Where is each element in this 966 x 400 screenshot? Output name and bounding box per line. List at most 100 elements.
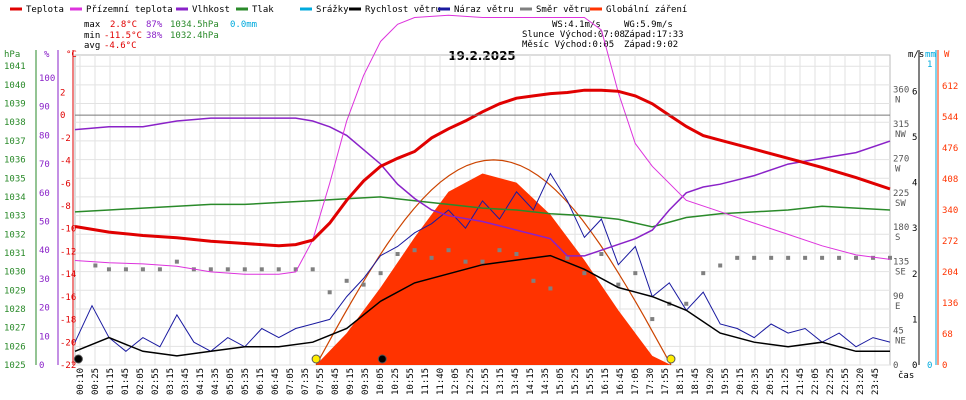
dir-tick-label: 225	[893, 189, 909, 199]
dir-tick-label: 0	[893, 361, 898, 371]
x-tick-label: 19:20	[706, 368, 716, 395]
temp-tick-label: -12	[60, 247, 76, 257]
ground-temp-line	[74, 14, 891, 275]
wind-speed-line	[74, 254, 890, 357]
x-tick-label: 18:45	[691, 368, 701, 395]
wm-tick-label: 340	[942, 206, 958, 216]
x-tick-label: 02:55	[151, 368, 161, 395]
x-tick-label: 02:05	[136, 368, 146, 395]
wind-dir-point	[327, 290, 332, 295]
wind-dir-point	[565, 255, 570, 260]
x-tick-label: 15:55	[586, 368, 596, 395]
dir-tick-label: 315	[893, 120, 909, 130]
x-tick-label: 14:15	[526, 368, 536, 395]
wind-dir-point	[463, 259, 468, 264]
dir-name-label: E	[895, 302, 900, 312]
hpa-tick-label: 1035	[4, 174, 26, 184]
pct-tick-label: 70	[39, 160, 50, 170]
info-ws: WS:4.1m/s	[552, 20, 601, 30]
wind-dir-point	[378, 271, 383, 276]
wind-dir-point	[395, 252, 400, 257]
x-axis-unit: čas	[898, 370, 914, 381]
x-tick-label: 14:35	[541, 368, 551, 395]
info-wg: WG:5.9m/s	[624, 20, 673, 30]
x-tick-label: 01:15	[106, 368, 116, 395]
mm-axis-title: mm	[925, 50, 936, 60]
pct-tick-label: 100	[39, 74, 55, 84]
temp-tick-label: -16	[60, 293, 76, 303]
temp-tick-label: -22	[60, 361, 76, 371]
x-tick-label: 23:45	[871, 368, 881, 395]
hpa-tick-label: 1025	[4, 361, 26, 371]
legend-label-6: Náraz větru	[454, 5, 514, 15]
wind-dir-point	[820, 255, 825, 260]
pct-tick-label: 30	[39, 275, 50, 285]
x-tick-label: 00:10	[76, 368, 86, 395]
wind-dir-point	[888, 255, 892, 260]
hpa-tick-label: 1038	[4, 118, 26, 128]
wind-dir-point	[616, 282, 621, 287]
dir-tick-label: 90	[893, 292, 904, 302]
x-tick-label: 16:15	[601, 368, 611, 395]
x-tick-label: 22:25	[826, 368, 836, 395]
sun-moon-info: WS:4.1m/s WG:5.9m/s Slunce Východ:07:08 …	[522, 20, 684, 50]
wm-axis-title: W	[944, 50, 950, 60]
hpa-tick-label: 1034	[4, 193, 26, 203]
chart-title: 19.2.2025	[448, 49, 516, 63]
x-tick-label: 11:40	[436, 368, 446, 395]
dir-name-label: N	[895, 95, 900, 105]
dir-name-label: W	[895, 164, 901, 174]
ms-tick-label: 6	[912, 87, 917, 97]
stats-panel: max 2.8°C 87% 1034.5hPa 0.0mm min -11.5°…	[84, 20, 257, 51]
temp-tick-label: -18	[60, 316, 76, 326]
ms-tick-label: 0	[912, 361, 917, 371]
hpa-axis-title: hPa	[4, 50, 20, 60]
wind-dir-point	[497, 248, 502, 253]
dir-name-label: SE	[895, 268, 906, 278]
x-tick-label: 03:45	[181, 368, 191, 395]
x-tick-label: 22:55	[841, 368, 851, 395]
wind-dir-point	[310, 267, 315, 272]
temp-axis-title: °C	[66, 50, 77, 60]
wind-dir-point	[769, 255, 774, 260]
temperature-line	[74, 88, 891, 248]
pct-tick-label: 90	[39, 103, 50, 113]
wind-dir-point	[786, 255, 791, 260]
x-tick-label: 10:25	[391, 368, 401, 395]
wind-dir-point	[803, 255, 808, 260]
legend-label-1: Přízemní teplota	[86, 5, 173, 15]
wind-dir-point	[174, 259, 179, 264]
info-moonset: Západ:9:02	[624, 40, 678, 50]
pct-tick-label: 60	[39, 189, 50, 199]
stat-max-label: max	[84, 20, 101, 30]
wind-dir-point	[582, 271, 587, 276]
wm-tick-label: 612	[942, 82, 958, 92]
dir-tick-label: 180	[893, 223, 909, 233]
x-tick-label: 04:35	[211, 368, 221, 395]
wind-dir-point	[293, 267, 298, 272]
hpa-tick-label: 1027	[4, 324, 26, 334]
wind-dir-point	[93, 263, 98, 268]
x-tick-label: 20:55	[766, 368, 776, 395]
wind-dir-point	[361, 282, 366, 287]
pct-tick-label: 80	[39, 131, 50, 141]
x-tick-label: 15:25	[571, 368, 581, 395]
x-tick-label: 20:15	[736, 368, 746, 395]
x-tick-label: 17:55	[661, 368, 671, 395]
hpa-tick-label: 1026	[4, 342, 26, 352]
ms-tick-label: 2	[912, 270, 917, 280]
x-tick-label: 12:05	[451, 368, 461, 395]
wind-dir-point	[259, 267, 264, 272]
x-tick-label: 07:55	[316, 368, 326, 395]
hpa-tick-label: 1036	[4, 156, 26, 166]
wind-dir-point	[701, 271, 706, 276]
temp-tick-label: -8	[60, 202, 71, 212]
plot-area	[73, 14, 892, 366]
stat-avg-label: avg	[84, 41, 100, 51]
hpa-tick-label: 1029	[4, 286, 26, 296]
x-tick-label: 06:15	[256, 368, 266, 395]
x-tick-label: 19:55	[721, 368, 731, 395]
wind-dir-point	[548, 286, 553, 291]
hpa-tick-label: 1039	[4, 100, 26, 110]
